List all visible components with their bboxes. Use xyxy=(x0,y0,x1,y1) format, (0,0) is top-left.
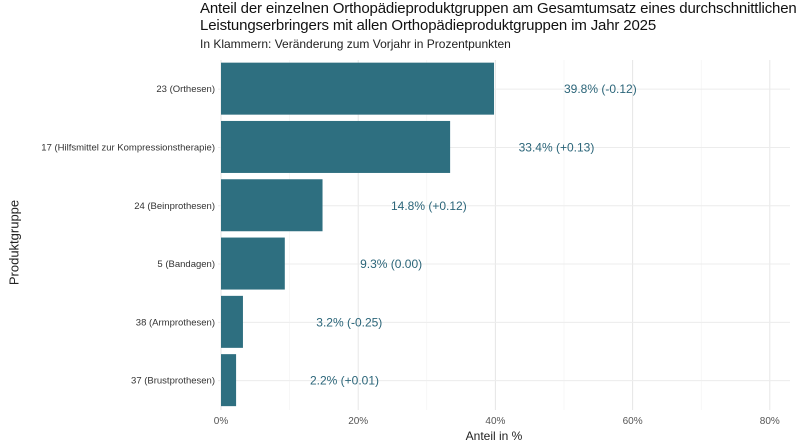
data-label: 39.8% (-0.12) xyxy=(564,82,637,96)
bar xyxy=(221,62,495,115)
data-label: 3.2% (-0.25) xyxy=(316,315,382,329)
bar xyxy=(221,354,237,407)
bar xyxy=(221,120,451,173)
chart-title-line-2: Leistungserbringers mit allen Orthopädie… xyxy=(200,17,657,34)
y-tick-label: 23 (Orthesen) xyxy=(156,84,215,95)
bar xyxy=(221,237,285,290)
data-label: 14.8% (+0.12) xyxy=(391,199,467,213)
x-tick-label: 40% xyxy=(485,416,505,427)
x-axis-label: Anteil in % xyxy=(465,429,523,443)
x-tick-label: 20% xyxy=(348,416,368,427)
y-tick-label: 24 (Beinprothesen) xyxy=(134,201,215,212)
y-tick-label: 17 (Hilfsmittel zur Kompressionstherapie… xyxy=(41,142,215,153)
x-tick-label: 60% xyxy=(623,416,643,427)
x-tick-label: 80% xyxy=(760,416,780,427)
bar xyxy=(221,179,323,232)
data-label: 9.3% (0.00) xyxy=(360,257,422,271)
y-tick-label: 38 (Armprothesen) xyxy=(136,317,215,328)
chart-subtitle: In Klammern: Veränderung zum Vorjahr in … xyxy=(200,37,511,51)
x-tick-label: 0% xyxy=(214,416,229,427)
bar xyxy=(221,295,243,348)
chart-title: Anteil der einzelnen Orthopädieproduktgr… xyxy=(200,0,800,34)
data-label: 33.4% (+0.13) xyxy=(519,140,595,154)
y-tick-label: 37 (Brustprothesen) xyxy=(131,376,215,387)
y-tick-label: 5 (Bandagen) xyxy=(157,259,215,270)
data-label: 2.2% (+0.01) xyxy=(310,374,379,388)
chart-title-line-1: Anteil der einzelnen Orthopädieproduktgr… xyxy=(200,0,797,17)
